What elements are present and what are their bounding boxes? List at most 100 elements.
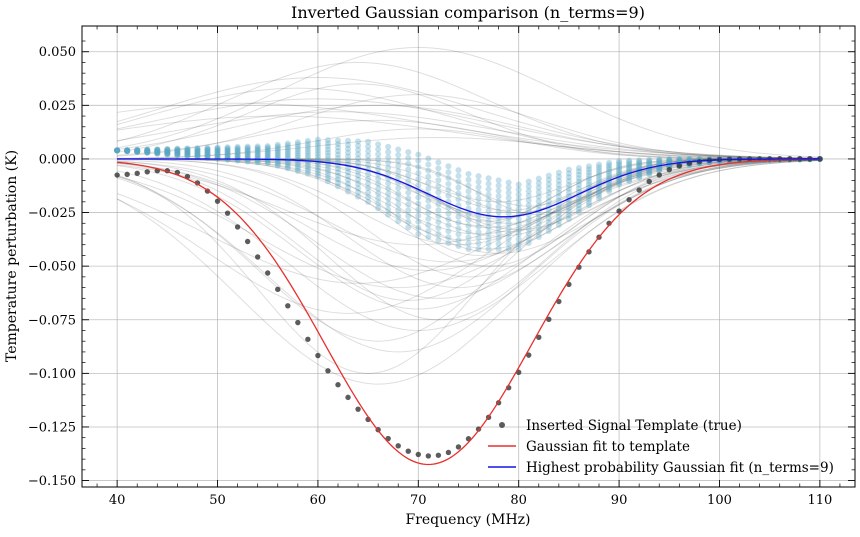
template-point	[425, 453, 432, 459]
posterior-band-point	[214, 149, 221, 156]
posterior-band-point	[365, 152, 372, 159]
posterior-band-point	[575, 175, 582, 182]
axes-layer	[81, 25, 856, 488]
posterior-band-point	[656, 166, 663, 173]
posterior-band-point	[304, 137, 311, 144]
posterior-sample-line	[117, 128, 820, 160]
posterior-band-point	[345, 172, 352, 179]
posterior-band-point	[445, 228, 452, 235]
posterior-band-point	[555, 189, 562, 196]
posterior-band-point	[355, 142, 362, 149]
posterior-band-point	[164, 147, 171, 154]
template-point	[817, 156, 823, 162]
posterior-band-point	[365, 184, 372, 191]
posterior-band-point	[606, 186, 613, 193]
posterior-band-point	[616, 167, 623, 174]
posterior-band-point	[124, 148, 131, 155]
posterior-band-point	[174, 148, 181, 155]
posterior-band-point	[224, 156, 231, 163]
posterior-band-point	[134, 146, 141, 153]
posterior-band-point	[174, 148, 181, 155]
posterior-band-point	[385, 169, 392, 176]
posterior-band-point	[485, 218, 492, 225]
posterior-band-point	[435, 231, 442, 238]
posterior-band-point	[505, 194, 512, 201]
posterior-band-point	[475, 245, 482, 252]
posterior-band-point	[495, 193, 502, 200]
posterior-band-point	[294, 167, 301, 174]
posterior-band-point	[545, 193, 552, 200]
posterior-band-point	[405, 166, 412, 173]
posterior-band-point	[134, 147, 141, 154]
y-axis-label: Temperature perturbation (K)	[4, 150, 20, 362]
posterior-band-point	[355, 168, 362, 175]
y-tick-label: 0.050	[39, 45, 76, 60]
posterior-band-point	[565, 174, 572, 181]
posterior-band-point	[585, 202, 592, 209]
posterior-band-point	[214, 146, 221, 153]
posterior-band-point	[204, 146, 211, 153]
posterior-sample-line	[116, 76, 820, 159]
y-tick-label: 0.000	[39, 152, 76, 167]
posterior-sample-line	[117, 111, 820, 159]
posterior-band-point	[475, 173, 482, 180]
posterior-band-point	[565, 215, 572, 222]
posterior-band-point	[676, 156, 683, 163]
posterior-band-point	[184, 150, 191, 157]
posterior-band-point	[505, 210, 512, 217]
posterior-band-point	[244, 149, 251, 156]
posterior-band-point	[465, 240, 472, 247]
template-point	[275, 286, 281, 293]
posterior-band-point	[334, 183, 341, 190]
posterior-band-point	[244, 143, 251, 150]
posterior-band-point	[284, 159, 291, 166]
posterior-sample-line	[117, 83, 820, 160]
posterior-band-point	[204, 147, 211, 154]
posterior-band-point	[334, 158, 341, 165]
posterior-band-point	[114, 147, 121, 154]
posterior-band-point	[314, 164, 321, 171]
posterior-band-point	[475, 178, 482, 185]
posterior-band-point	[525, 183, 532, 190]
posterior-band-point	[274, 141, 281, 148]
posterior-band-point	[224, 147, 231, 154]
posterior-band-point	[254, 150, 261, 157]
posterior-band-point	[395, 196, 402, 203]
posterior-band-point	[314, 167, 321, 174]
posterior-band-point	[355, 146, 362, 153]
posterior-band-point	[375, 180, 382, 187]
posterior-band-point	[334, 176, 341, 183]
posterior-band-point	[596, 190, 603, 197]
posterior-band-point	[535, 233, 542, 240]
posterior-band-point	[154, 149, 161, 156]
posterior-band-point	[585, 166, 592, 173]
posterior-band-point	[164, 148, 171, 155]
posterior-band-point	[194, 147, 201, 154]
posterior-band-point	[304, 155, 311, 162]
posterior-band-point	[565, 212, 572, 219]
posterior-band-point	[475, 189, 482, 196]
posterior-band-point	[314, 156, 321, 163]
posterior-band-point	[575, 198, 582, 205]
posterior-band-point	[606, 170, 613, 177]
posterior-band-point	[304, 142, 311, 149]
posterior-band-point	[194, 146, 201, 153]
posterior-band-point	[114, 147, 121, 154]
posterior-band-point	[294, 154, 301, 161]
posterior-band-point	[535, 184, 542, 191]
posterior-band-point	[114, 147, 121, 154]
posterior-band-point	[355, 193, 362, 200]
posterior-sample-line	[117, 102, 820, 159]
posterior-band-point	[565, 189, 572, 196]
template-point	[626, 196, 632, 203]
posterior-sample-line	[117, 94, 820, 160]
posterior-band-point	[224, 145, 231, 152]
posterior-band-point	[334, 172, 341, 179]
posterior-band-point	[134, 147, 141, 154]
posterior-band-point	[395, 152, 402, 159]
posterior-band-point	[304, 150, 311, 157]
posterior-band-point	[435, 165, 442, 172]
posterior-band-point	[385, 159, 392, 166]
posterior-band-point	[355, 180, 362, 187]
posterior-band-point	[224, 144, 231, 151]
